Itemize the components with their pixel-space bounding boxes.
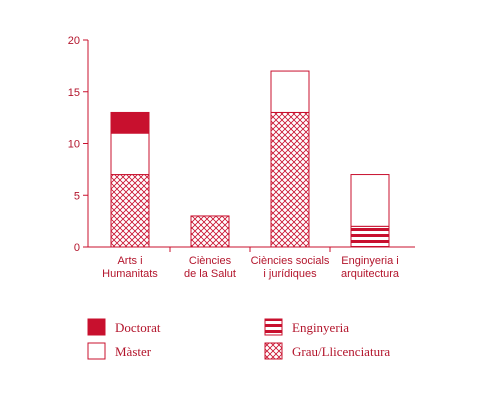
category-label: arquitectura: [341, 268, 400, 280]
y-tick-label: 0: [74, 242, 80, 254]
legend-swatch: [87, 342, 106, 360]
legend-label: Grau/Llicenciatura: [292, 344, 390, 359]
bar-segment: [350, 174, 390, 227]
y-tick-label: 20: [68, 35, 80, 47]
bar-segment: [350, 225, 390, 248]
bar-segment: [270, 70, 310, 113]
bar-segment: [190, 215, 230, 248]
y-tick-label: 5: [74, 190, 80, 202]
bar-segment: [110, 132, 150, 176]
y-tick-label: 10: [68, 139, 80, 151]
category-label: Ciències: [189, 255, 232, 267]
legend-swatch: [264, 318, 283, 336]
category-label: de la Salut: [184, 268, 236, 280]
bar-segment: [110, 174, 150, 248]
bar-segment: [110, 111, 150, 134]
category-label: Humanitats: [102, 268, 158, 280]
category-label: Arts i: [117, 255, 142, 267]
y-tick-label: 15: [68, 87, 80, 99]
legend-swatch: [264, 342, 283, 360]
category-label: Ciències socials: [251, 255, 330, 267]
legend-swatch: [87, 318, 106, 336]
category-label: i jurídiques: [263, 268, 317, 280]
bar-segment: [270, 111, 310, 248]
category-label: Enginyeria i: [341, 255, 398, 267]
bars: [110, 70, 390, 248]
legend-label: Màster: [115, 344, 152, 359]
legend: Doctorat Màster Enginyeria Grau/Llicenciatu…: [87, 318, 390, 360]
legend-label: Enginyeria: [292, 320, 349, 335]
legend-label: Doctorat: [115, 320, 161, 335]
